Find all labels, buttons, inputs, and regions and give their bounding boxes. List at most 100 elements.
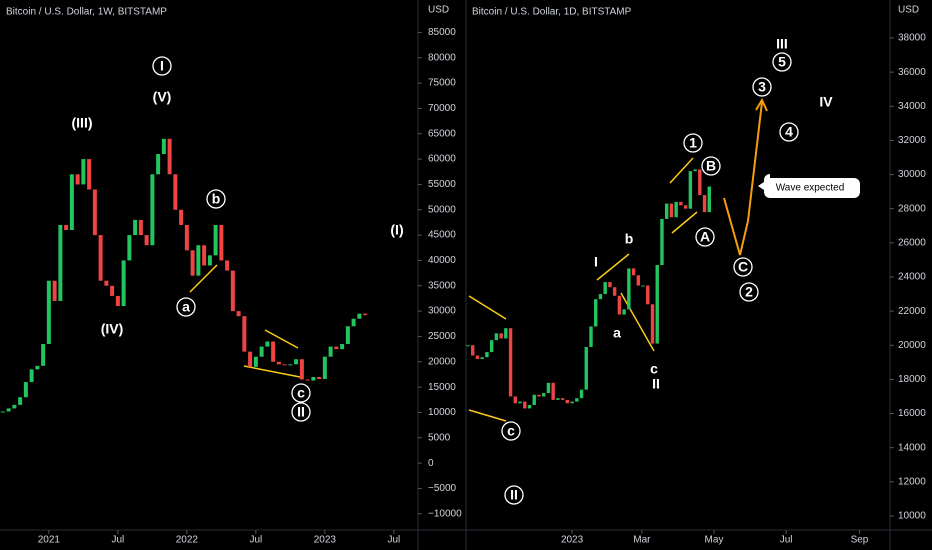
y-tick-label: 20000 bbox=[428, 356, 456, 367]
annotation: a bbox=[182, 299, 190, 315]
candle bbox=[0, 411, 5, 413]
candle bbox=[674, 201, 678, 218]
annotation: 3 bbox=[758, 79, 766, 95]
axis-label: USD bbox=[428, 5, 449, 16]
candle bbox=[207, 255, 212, 266]
y-tick-label: 15000 bbox=[428, 382, 456, 393]
candle bbox=[282, 364, 287, 366]
candle bbox=[504, 328, 508, 339]
trend-lines bbox=[189, 157, 698, 422]
candle bbox=[138, 219, 143, 236]
candle bbox=[363, 313, 368, 316]
x-tick-label: Sep bbox=[851, 535, 869, 546]
candle bbox=[190, 250, 195, 276]
candle bbox=[87, 159, 92, 190]
candle bbox=[6, 408, 11, 412]
y-tick-label: 10000 bbox=[898, 511, 926, 522]
y-tick-label: 25000 bbox=[428, 331, 456, 342]
candle bbox=[546, 382, 551, 394]
candle bbox=[271, 341, 276, 362]
y-tick-label: 12000 bbox=[898, 476, 926, 487]
candle bbox=[480, 357, 484, 359]
y-tick-label: 70000 bbox=[428, 103, 456, 114]
axis-label: USD bbox=[898, 5, 919, 16]
candle bbox=[589, 326, 593, 347]
annotation-circle bbox=[752, 77, 772, 97]
y-tick-label: 30000 bbox=[898, 169, 926, 180]
annotation: II bbox=[510, 487, 518, 503]
candle bbox=[575, 398, 579, 402]
annotation: b bbox=[625, 231, 634, 247]
candle bbox=[311, 376, 316, 381]
candle bbox=[29, 369, 34, 383]
candle bbox=[598, 294, 603, 300]
annotation: III bbox=[776, 36, 788, 52]
annotation: (I) bbox=[390, 222, 403, 238]
candle bbox=[475, 355, 480, 359]
candle bbox=[276, 361, 281, 365]
annotation-circle bbox=[152, 56, 172, 76]
x-tick-label: 2023 bbox=[561, 535, 584, 546]
annotation: C bbox=[738, 259, 748, 275]
y-tick-label: 5000 bbox=[428, 432, 451, 443]
candle bbox=[248, 351, 253, 367]
x-tick-label: 2021 bbox=[38, 535, 61, 546]
candle bbox=[636, 275, 641, 286]
y-tick-label: 36000 bbox=[898, 67, 926, 78]
y-tick-label: 75000 bbox=[428, 78, 456, 89]
candle bbox=[565, 399, 570, 404]
candle bbox=[489, 340, 494, 353]
annotation: (III) bbox=[72, 115, 93, 131]
y-tick-label: −10000 bbox=[428, 508, 462, 519]
annotation-circle bbox=[739, 282, 759, 302]
y-tick-label: 16000 bbox=[898, 408, 926, 419]
y-tick-label: 35000 bbox=[428, 280, 456, 291]
y-tick-label: 32000 bbox=[898, 135, 926, 146]
annotation: a bbox=[613, 325, 621, 341]
y-tick-label: 20000 bbox=[898, 340, 926, 351]
y-tick-label: 60000 bbox=[428, 154, 456, 165]
candle bbox=[683, 205, 688, 209]
y-tick-label: 18000 bbox=[898, 374, 926, 385]
y-tick-label: 26000 bbox=[898, 237, 926, 248]
candle bbox=[265, 341, 270, 347]
candle bbox=[104, 280, 109, 286]
annotation: c bbox=[650, 361, 658, 377]
candle bbox=[485, 352, 489, 358]
candle bbox=[627, 268, 631, 310]
annotation-circle bbox=[501, 421, 521, 441]
candle bbox=[225, 260, 230, 271]
annotation: IV bbox=[819, 94, 833, 110]
annotation-circle bbox=[291, 402, 311, 422]
candle bbox=[259, 346, 264, 357]
candle bbox=[617, 295, 622, 315]
annotation: 2 bbox=[745, 284, 753, 300]
candle bbox=[12, 404, 17, 409]
x-tick-label: 2023 bbox=[314, 535, 337, 546]
candle bbox=[81, 159, 86, 185]
annotation: (IV) bbox=[101, 321, 124, 337]
annotation: 5 bbox=[778, 54, 786, 70]
candle bbox=[110, 285, 115, 296]
candle bbox=[537, 394, 541, 397]
y-tick-label: 65000 bbox=[428, 128, 456, 139]
candle bbox=[513, 396, 517, 404]
annotation: c bbox=[507, 423, 515, 439]
candle bbox=[466, 345, 470, 347]
y-tick-label: 34000 bbox=[898, 101, 926, 112]
candle bbox=[144, 235, 149, 246]
candle bbox=[693, 169, 697, 172]
x-tick-label: Jul bbox=[387, 535, 400, 546]
candle bbox=[317, 376, 322, 380]
candle bbox=[532, 394, 536, 406]
candle bbox=[345, 326, 350, 345]
x-tick-label: May bbox=[705, 535, 724, 546]
candle bbox=[179, 209, 184, 225]
callout-text: Wave expected bbox=[776, 183, 845, 194]
candle bbox=[608, 282, 612, 288]
candle bbox=[236, 311, 241, 317]
annotation-circle bbox=[701, 156, 721, 176]
candle bbox=[584, 346, 588, 390]
candle bbox=[560, 398, 565, 400]
